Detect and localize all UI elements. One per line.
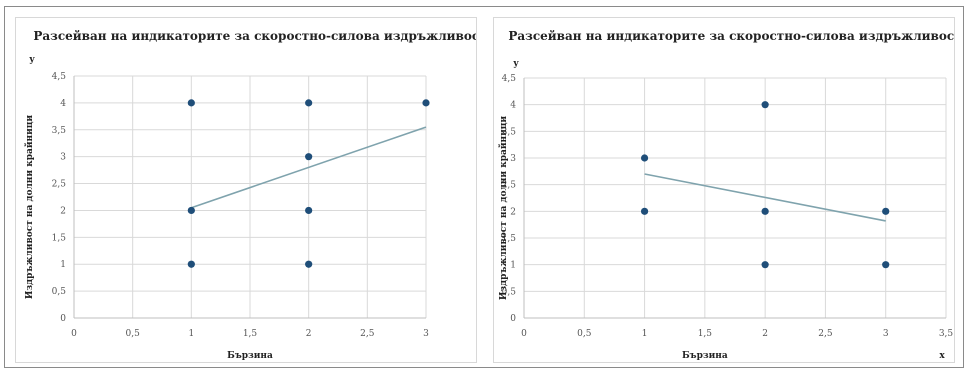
- scatter-chart-left: Разсейван на индикаторите за скоростно-с…: [15, 17, 487, 363]
- y-tick-label: 3,5: [502, 127, 517, 137]
- x-tick-label: 1: [642, 329, 648, 339]
- data-point: [187, 206, 195, 215]
- x-tick-label: 2: [762, 329, 768, 339]
- trendline: [644, 173, 886, 222]
- y-axis-letter: y: [28, 55, 35, 65]
- x-tick-label: 1,5: [698, 329, 713, 339]
- chart-title: Разсейван на индикаторите за скоростно-с…: [508, 29, 954, 43]
- data-point: [187, 260, 195, 268]
- chart-svg-left: Разсейван на индикаторите за скоростно-с…: [24, 29, 487, 361]
- x-tick-label: 0,5: [577, 329, 592, 339]
- x-tick-label: 0: [521, 329, 527, 339]
- x-axis-label: Бързина: [682, 351, 728, 361]
- y-tick-label: 1,5: [502, 234, 517, 244]
- data-point: [305, 99, 313, 107]
- y-tick-label: 3: [60, 153, 66, 163]
- x-tick-label: 2: [306, 329, 312, 339]
- y-tick-label: 3,5: [52, 126, 67, 136]
- x-axis-letter: x: [939, 351, 945, 361]
- data-point: [882, 207, 890, 215]
- chart-svg-right: Разсейван на индикаторите за скоростно-с…: [498, 29, 962, 361]
- y-tick-label: 2: [510, 207, 516, 217]
- data-point: [305, 206, 313, 215]
- data-point: [882, 261, 890, 269]
- x-tick-label: 3: [423, 329, 429, 339]
- x-tick-label: 2,5: [818, 329, 833, 339]
- x-tick-label: 0,5: [126, 329, 141, 339]
- y-tick-label: 4: [60, 99, 66, 109]
- y-tick-label: 2,5: [502, 181, 517, 191]
- data-point: [422, 99, 430, 107]
- trendline: [191, 126, 427, 209]
- data-point: [761, 207, 769, 215]
- chart-title: Разсейван на индикаторите за скоростно-с…: [33, 29, 476, 43]
- x-tick-label: 0: [71, 329, 77, 339]
- y-axis-label: Издръжливост на долни крайници: [24, 115, 35, 300]
- data-point: [305, 153, 313, 161]
- y-tick-label: 0,5: [502, 287, 517, 297]
- x-tick-label: 2,5: [360, 329, 375, 339]
- y-tick-label: 4,5: [502, 74, 517, 84]
- data-point: [761, 261, 769, 269]
- y-tick-label: 0: [510, 314, 516, 324]
- data-point: [640, 207, 649, 215]
- x-axis-label: Бързина: [227, 351, 273, 361]
- y-axis-letter: y: [512, 59, 519, 69]
- data-point: [305, 260, 313, 268]
- y-tick-label: 1: [510, 261, 516, 271]
- y-tick-label: 1: [60, 260, 66, 270]
- y-tick-label: 4: [510, 101, 516, 111]
- y-tick-label: 4,5: [52, 72, 67, 82]
- x-tick-label: 3: [883, 329, 889, 339]
- y-tick-label: 0,5: [52, 287, 67, 297]
- scatter-chart-right: Разсейван на индикаторите за скоростно-с…: [493, 17, 962, 363]
- y-tick-label: 1,5: [52, 233, 67, 243]
- y-tick-label: 0: [60, 314, 66, 324]
- data-point: [187, 99, 195, 107]
- data-point: [761, 101, 769, 109]
- x-tick-label: 1: [188, 329, 194, 339]
- figure-frame: Разсейван на индикаторите за скоростно-с…: [4, 6, 964, 368]
- x-tick-label: 1,5: [243, 329, 258, 339]
- y-axis-label: Издръжливост на долни крайници: [498, 116, 509, 301]
- y-tick-label: 3: [510, 154, 516, 164]
- y-tick-label: 2: [60, 206, 66, 216]
- data-point: [640, 154, 649, 162]
- x-tick-label: 3,5: [939, 329, 954, 339]
- y-tick-label: 2,5: [52, 180, 67, 190]
